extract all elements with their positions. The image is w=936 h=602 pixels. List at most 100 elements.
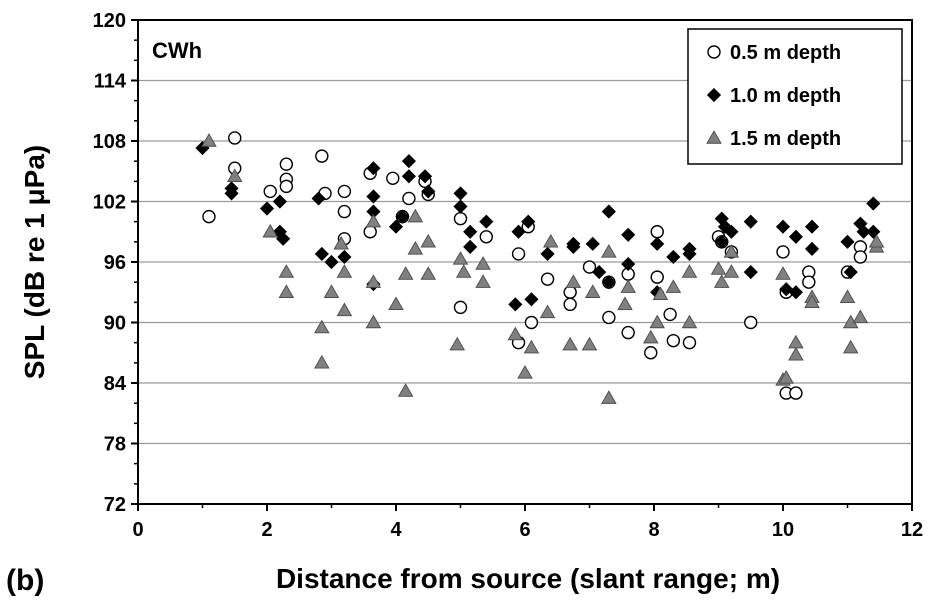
- data-point: [517, 365, 533, 379]
- series-1-5-m-depth: [201, 133, 885, 404]
- data-point: [710, 261, 727, 275]
- data-point: [315, 149, 329, 163]
- data-point: [868, 233, 885, 248]
- data-point: [723, 264, 740, 278]
- data-point: [453, 186, 468, 201]
- data-point: [788, 285, 803, 300]
- data-point: [388, 296, 404, 311]
- data-point: [620, 279, 636, 293]
- y-tick-label: 114: [94, 71, 127, 93]
- axis-ticks: [131, 19, 913, 511]
- data-point: [602, 310, 616, 325]
- data-point: [511, 247, 526, 261]
- data-point: [665, 279, 682, 293]
- data-points: [195, 131, 885, 404]
- data-point: [279, 157, 294, 171]
- data-point: [543, 233, 559, 248]
- data-point: [842, 339, 859, 354]
- legend-label: 1.5 m depth: [730, 128, 841, 150]
- x-tick-label: 10: [772, 519, 794, 541]
- data-point: [337, 184, 352, 199]
- data-point: [724, 224, 739, 239]
- data-point: [224, 186, 239, 201]
- data-point: [621, 325, 635, 340]
- y-tick-label: 90: [104, 313, 126, 335]
- data-point: [272, 194, 287, 209]
- data-point: [601, 275, 616, 290]
- data-point: [650, 236, 665, 251]
- y-tick-label: 78: [104, 434, 126, 456]
- data-point: [789, 386, 803, 400]
- data-point: [455, 264, 472, 278]
- data-point: [524, 292, 539, 307]
- data-point: [366, 189, 381, 204]
- data-point: [453, 211, 468, 226]
- data-point: [337, 249, 352, 265]
- data-point: [714, 234, 729, 249]
- data-point: [852, 309, 869, 324]
- legend-label: 1.0 m depth: [730, 85, 841, 107]
- figure-label: (b): [6, 564, 44, 597]
- data-point: [314, 354, 330, 369]
- data-point: [581, 336, 598, 351]
- data-point: [511, 224, 526, 239]
- data-point: [682, 335, 697, 350]
- data-point: [650, 270, 664, 284]
- data-point: [407, 240, 424, 255]
- data-point: [388, 219, 404, 234]
- data-point: [650, 225, 664, 239]
- data-point: [463, 239, 478, 254]
- data-point: [401, 169, 416, 184]
- data-point: [262, 223, 279, 238]
- data-point: [775, 219, 791, 234]
- data-point: [621, 227, 636, 242]
- data-point: [402, 191, 416, 206]
- data-point: [744, 315, 758, 330]
- data-point: [788, 334, 804, 349]
- data-point: [584, 284, 601, 298]
- data-point: [743, 214, 758, 229]
- data-point: [479, 230, 493, 244]
- data-point: [202, 209, 216, 224]
- data-point: [407, 208, 424, 223]
- data-point: [713, 274, 730, 288]
- y-tick-label: 84: [104, 373, 127, 395]
- x-tick-label: 4: [390, 519, 402, 541]
- panel-label: CWh: [152, 38, 202, 63]
- data-point: [582, 260, 597, 274]
- data-point: [804, 294, 820, 309]
- data-point: [463, 224, 478, 239]
- data-point: [276, 231, 291, 246]
- data-point: [366, 161, 381, 176]
- data-point: [840, 234, 855, 249]
- data-point: [601, 244, 617, 258]
- legend: 0.5 m depth 1.0 m depth 1.5 m depth: [687, 28, 903, 165]
- data-point: [420, 266, 437, 280]
- series-0-5-m-depth: [202, 131, 868, 400]
- data-point: [311, 191, 326, 206]
- x-tick-label: 2: [261, 519, 272, 541]
- data-point: [601, 390, 617, 404]
- data-point: [401, 154, 416, 169]
- x-tick-label: 8: [648, 519, 659, 541]
- data-point: [621, 256, 636, 272]
- data-point: [337, 204, 352, 219]
- data-point: [226, 168, 243, 182]
- y-tick-label: 120: [93, 10, 126, 32]
- data-point: [776, 245, 790, 259]
- legend-items: 0.5 m depth 1.0 m depth 1.5 m depth: [706, 42, 841, 150]
- data-point: [743, 265, 758, 280]
- data-point: [453, 300, 468, 315]
- legend-marker: [707, 45, 721, 59]
- x-tick-labels: 0 2 4 6 8 10 12: [132, 519, 923, 541]
- y-tick-labels: 72 78 84 90 96 102 108 114 120: [93, 10, 127, 516]
- data-point: [617, 296, 633, 311]
- data-point: [397, 266, 414, 280]
- data-point: [279, 179, 294, 194]
- data-point: [314, 246, 329, 261]
- data-point: [365, 213, 382, 228]
- data-point: [363, 225, 377, 239]
- data-point: [259, 201, 275, 216]
- data-point: [417, 169, 433, 184]
- data-point: [323, 284, 340, 298]
